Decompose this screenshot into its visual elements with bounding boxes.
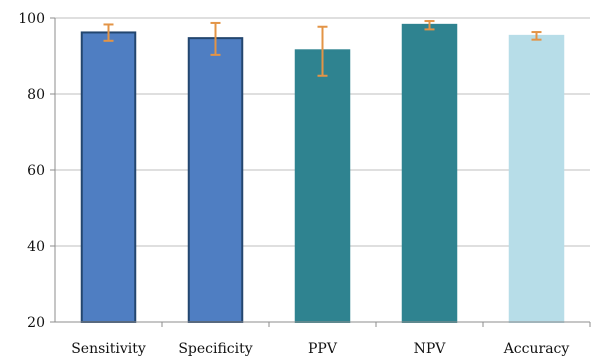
error-bar-npv: [424, 20, 435, 31]
x-category-labels: Sensitivity Specificity PPV NPV Accuracy: [71, 341, 569, 357]
y-tick-label: 80: [27, 87, 45, 103]
x-category-label-specificity: Specificity: [178, 341, 252, 357]
error-bars: [103, 20, 542, 77]
x-category-label-npv: NPV: [414, 341, 447, 357]
y-tick-label: 20: [27, 315, 45, 331]
bar-accuracy: [508, 34, 565, 324]
axes: [50, 17, 591, 327]
bar-ppv: [294, 49, 351, 324]
x-category-label-accuracy: Accuracy: [503, 341, 570, 357]
x-category-label-sensitivity: Sensitivity: [71, 341, 146, 357]
bar-sensitivity: [80, 31, 137, 323]
error-bar-sensitivity: [103, 23, 114, 42]
x-category-label-ppv: PPV: [308, 341, 338, 357]
y-tick-labels: 20 40 60 80 100: [18, 11, 45, 331]
error-bar-accuracy: [531, 31, 542, 41]
error-bar-ppv: [317, 25, 328, 77]
y-tick-label: 100: [18, 11, 45, 27]
bar-npv: [401, 23, 458, 324]
y-tick-label: 60: [27, 163, 45, 179]
y-tick-label: 40: [27, 239, 45, 255]
error-bar-specificity: [210, 21, 221, 56]
bar-specificity: [187, 37, 244, 323]
